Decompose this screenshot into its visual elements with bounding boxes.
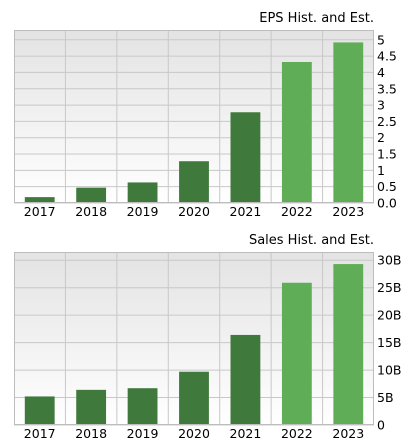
eps-y-tick-label: 0.5 [377,179,397,194]
sales-x-tick-labels: 2017 2018 2019 2020 2021 2022 2023 [24,426,364,441]
eps-bar-2022 [281,61,312,203]
eps-y-tick-label: 3 [377,98,385,113]
sales-plot-frame [14,252,374,425]
sales-y-tick-label: 10B [377,363,401,378]
eps-y-tick-label: 4.5 [377,49,397,64]
sales-x-tick-label: 2023 [332,426,364,441]
eps-y-tick-label: 0.0 [377,196,397,211]
eps-y-tick-label: 5 [377,32,385,47]
eps-bars [24,42,364,203]
sales-x-tick-label: 2022 [281,426,313,441]
sales-x-tick-label: 2017 [24,426,56,441]
sales-bar-2017 [24,396,55,425]
eps-x-tick-label: 2017 [24,204,56,219]
sales-y-tick-label: 30B [377,253,401,268]
sales-bar-2018 [76,389,107,425]
sales-y-tick-label: 25B [377,280,401,295]
eps-y-tick-label: 1.5 [377,147,397,162]
eps-chart: EPS Hist. and Est. 0.0 0.511.5 22.53 3.544.… [14,11,397,219]
eps-bar-2023 [333,42,364,203]
eps-y-tick-label: 1 [377,163,385,178]
sales-y-tick-labels: 0 5B 10B 15B 20B 25B 30B [377,253,401,433]
eps-chart-title: EPS Hist. and Est. [259,11,374,26]
eps-x-tick-label: 2019 [127,204,159,219]
eps-bar-2017 [24,197,55,203]
eps-y-tick-labels: 0.0 0.511.5 22.53 3.544.5 5 [377,32,397,210]
eps-bar-2020 [179,161,209,203]
eps-y-tick-label: 2.5 [377,114,397,129]
sales-x-tick-label: 2020 [178,426,210,441]
eps-x-tick-label: 2020 [178,204,210,219]
eps-x-tick-labels: 2017 2018 2019 2020 2021 2022 2023 [24,204,364,219]
sales-bar-2021 [230,334,261,425]
eps-x-tick-label: 2023 [332,204,364,219]
sales-x-tick-label: 2021 [230,426,262,441]
eps-bar-2019 [127,182,158,203]
eps-x-tick-label: 2022 [281,204,313,219]
sales-bar-2022 [281,282,312,425]
eps-bar-2018 [76,187,107,203]
sales-y-tick-label: 0 [377,418,385,433]
sales-y-tick-label: 5B [377,390,394,405]
sales-chart-title: Sales Hist. and Est. [249,233,374,248]
sales-x-tick-label: 2019 [127,426,159,441]
eps-plot-frame [14,30,374,203]
eps-y-tick-label: 4 [377,65,385,80]
eps-x-tick-label: 2018 [75,204,107,219]
eps-y-tick-label: 3.5 [377,81,397,96]
eps-y-tick-label: 2 [377,130,385,145]
sales-bars [24,264,364,425]
sales-bar-2019 [127,388,158,425]
sales-x-tick-label: 2018 [75,426,107,441]
sales-chart: Sales Hist. and Est. 05B10B15B20B25B30B … [14,233,401,441]
sales-y-tick-label: 15B [377,335,401,350]
sales-bar-2020 [179,371,209,425]
sales-bar-2023 [333,264,364,425]
eps-bar-2021 [230,112,261,203]
sales-y-tick-label: 20B [377,308,401,323]
eps-x-tick-label: 2021 [230,204,262,219]
